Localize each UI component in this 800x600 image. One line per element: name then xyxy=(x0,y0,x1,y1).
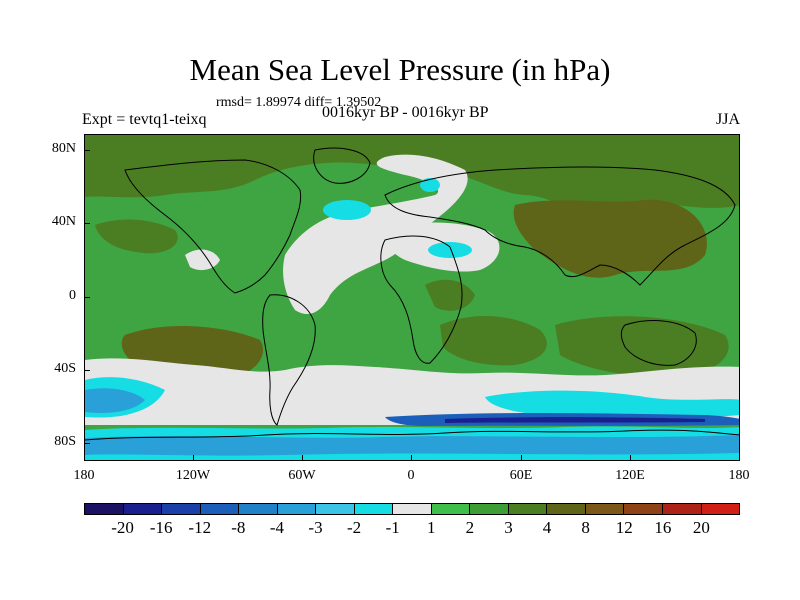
colorbar-swatch-11 xyxy=(508,504,548,514)
lat-label-0: 0 xyxy=(69,288,76,303)
colorbar-label: -8 xyxy=(231,518,246,537)
field-scandinavia-cyan xyxy=(420,178,440,192)
field-pacific-olive xyxy=(95,219,178,254)
colorbar-swatch-9 xyxy=(431,504,471,514)
coast-south-america xyxy=(262,294,316,426)
coast-australia xyxy=(620,320,697,366)
coast-greenland xyxy=(313,147,371,184)
lon-label-0: 0 xyxy=(407,468,415,483)
ytick-80n xyxy=(84,150,90,151)
colorbar-label: 12 xyxy=(615,518,633,537)
colorbar-swatch-3 xyxy=(200,504,240,514)
field-antarctic-sky xyxy=(85,435,739,456)
field-south-pacific-sky xyxy=(85,388,145,413)
experiment-label: Expt = tevtq1-teixq xyxy=(82,111,207,128)
colorbar-label: -2 xyxy=(347,518,362,537)
colorbar-swatch-5 xyxy=(277,504,317,514)
field-antarctic-navy xyxy=(445,417,705,423)
pressure-map xyxy=(84,134,740,461)
xtick-180w xyxy=(84,455,85,461)
field-north-asia xyxy=(85,135,739,215)
coast-antarctica xyxy=(85,429,739,441)
chart-title: Mean Sea Level Pressure (in hPa) xyxy=(189,52,611,87)
coast-eurasia xyxy=(384,166,736,286)
colorbar-label: -16 xyxy=(149,518,173,537)
ytick-0 xyxy=(84,297,90,298)
xtick-60e xyxy=(521,455,522,461)
field-atlantic-cyan xyxy=(323,200,371,220)
field-north-atlantic-gray xyxy=(283,154,468,315)
season-label: JJA xyxy=(716,111,741,128)
field-austral-olive xyxy=(555,316,729,377)
colorbar-label: 4 xyxy=(542,518,552,537)
colorbar-label: -1 xyxy=(385,518,400,537)
stats-text: rmsd= 1.89974 diff= 1.39502 xyxy=(216,95,382,110)
colorbar-swatch-4 xyxy=(239,504,278,514)
xtick-0 xyxy=(411,455,412,461)
colorbar-swatch-7 xyxy=(354,504,394,514)
colorbar-swatch-15 xyxy=(662,504,702,514)
colorbar-swatch-1 xyxy=(123,504,163,514)
colorbar xyxy=(84,503,740,515)
colorbar-swatch-13 xyxy=(585,504,625,514)
ytick-40n xyxy=(84,223,90,224)
lon-label-60e: 60E xyxy=(509,468,533,483)
field-mediterranean-cyan xyxy=(428,242,472,258)
xtick-180e xyxy=(739,455,740,461)
colorbar-label: -12 xyxy=(188,518,212,537)
lat-label-80n: 80N xyxy=(51,141,76,156)
colorbar-label: 8 xyxy=(581,518,590,537)
xtick-120e xyxy=(630,455,631,461)
colorbar-swatch-10 xyxy=(470,504,509,514)
period-label: 0016kyr BP - 0016kyr BP xyxy=(322,104,489,121)
xtick-120w xyxy=(193,455,194,461)
lon-label-120w: 120W xyxy=(175,468,211,483)
lon-label-180w: 180 xyxy=(73,468,95,483)
colorbar-swatch-12 xyxy=(547,504,586,514)
colorbar-label: 20 xyxy=(692,518,710,537)
colorbar-swatch-6 xyxy=(316,504,355,514)
lon-label-120e: 120E xyxy=(615,468,645,483)
colorbar-label: -20 xyxy=(111,518,134,537)
coast-africa xyxy=(380,235,463,364)
colorbar-label: -3 xyxy=(308,518,323,537)
xtick-60w xyxy=(302,455,303,461)
colorbar-label: 3 xyxy=(504,518,513,537)
lon-label-60w: 60W xyxy=(288,468,316,483)
colorbar-label: 1 xyxy=(427,518,436,537)
colorbar-swatch-2 xyxy=(162,504,201,514)
lat-label-80s: 80S xyxy=(54,434,76,449)
ytick-40s xyxy=(84,370,90,371)
colorbar-swatch-14 xyxy=(624,504,663,514)
field-south-indian-cyan xyxy=(485,390,739,418)
field-central-africa xyxy=(425,279,475,311)
colorbar-swatch-8 xyxy=(393,504,432,514)
lat-label-40n: 40N xyxy=(51,214,76,229)
colorbar-label: 2 xyxy=(465,518,475,537)
colorbar-swatch-16 xyxy=(701,504,740,514)
colorbar-label: -4 xyxy=(269,518,285,537)
lat-label-40s: 40S xyxy=(54,361,76,376)
field-eurasia-brown xyxy=(513,199,707,278)
coastlines xyxy=(85,147,739,441)
coast-north-america xyxy=(124,159,302,294)
colorbar-label: 16 xyxy=(654,518,672,537)
ytick-80s xyxy=(84,443,90,444)
field-indian-ocean xyxy=(440,315,547,366)
lon-label-180e: 180 xyxy=(728,468,750,483)
colorbar-swatch-0 xyxy=(85,504,124,514)
